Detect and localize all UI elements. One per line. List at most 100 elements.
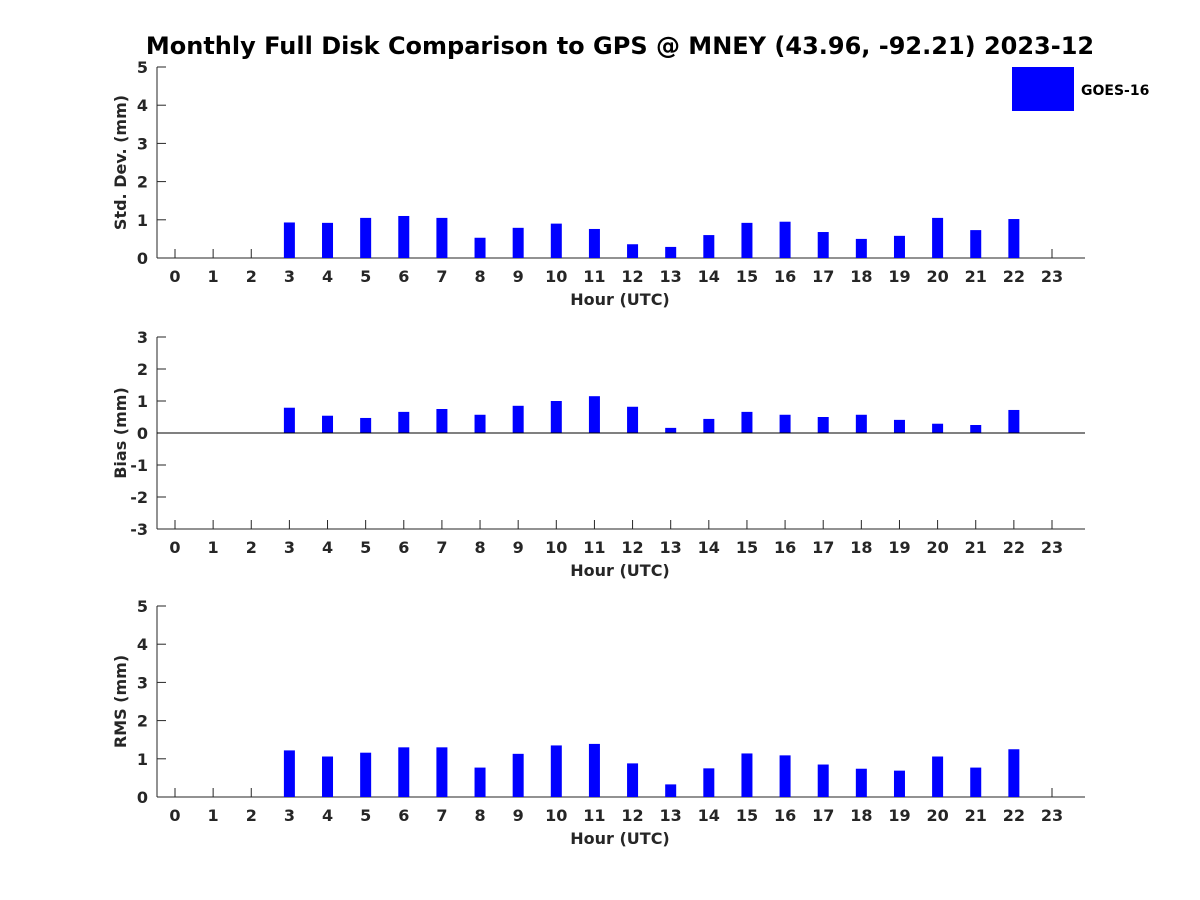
x-tick-label: 18: [850, 538, 872, 557]
y-tick-label: 1: [137, 750, 148, 769]
x-tick-label: 12: [621, 806, 643, 825]
y-tick-label: -1: [130, 456, 148, 475]
bar: [283, 222, 295, 258]
bar: [703, 768, 715, 797]
legend-label: GOES-16: [1081, 83, 1149, 99]
bar: [1008, 749, 1020, 797]
bar: [322, 222, 334, 258]
bar: [703, 418, 715, 433]
x-tick-label: 14: [698, 806, 720, 825]
y-tick-label: 3: [137, 673, 148, 692]
x-tick-label: 13: [660, 538, 682, 557]
bar: [360, 752, 372, 797]
x-tick-label: 4: [322, 806, 333, 825]
y-axis-label: RMS (mm): [111, 655, 130, 748]
bar: [627, 244, 639, 258]
x-tick-label: 2: [246, 538, 257, 557]
bar: [588, 228, 600, 258]
x-tick-label: 5: [360, 267, 371, 286]
x-tick-label: 3: [284, 806, 295, 825]
x-tick-label: 21: [965, 806, 987, 825]
bar: [970, 230, 982, 258]
bar: [588, 743, 600, 797]
bar: [779, 221, 791, 258]
bar: [855, 238, 867, 258]
y-tick-label: 3: [137, 134, 148, 153]
x-tick-label: 0: [169, 806, 180, 825]
x-tick-label: 22: [1003, 806, 1025, 825]
x-tick-label: 16: [774, 267, 796, 286]
bar: [474, 414, 486, 433]
x-tick-label: 6: [398, 267, 409, 286]
bar: [855, 414, 867, 433]
bar: [741, 411, 753, 433]
x-tick-label: 18: [850, 267, 872, 286]
bar: [627, 406, 639, 433]
bar: [703, 235, 715, 258]
bar: [893, 419, 905, 433]
x-tick-label: 14: [698, 538, 720, 557]
x-tick-label: 22: [1003, 267, 1025, 286]
x-tick-label: 19: [888, 806, 910, 825]
y-tick-label: -3: [130, 520, 148, 539]
y-tick-label: 0: [137, 249, 148, 268]
x-tick-label: 9: [513, 538, 524, 557]
bar: [665, 784, 677, 797]
x-tick-label: 0: [169, 267, 180, 286]
x-tick-label: 21: [965, 267, 987, 286]
x-tick-label: 6: [398, 806, 409, 825]
y-tick-label: 2: [137, 360, 148, 379]
bar: [855, 768, 867, 797]
x-tick-label: 11: [583, 538, 605, 557]
y-axis-label: Bias (mm): [111, 387, 130, 479]
bar: [932, 423, 944, 433]
bar: [893, 235, 905, 258]
x-axis-label: Hour (UTC): [570, 561, 670, 580]
y-axis-label: Std. Dev. (mm): [111, 95, 130, 230]
x-tick-label: 0: [169, 538, 180, 557]
bar: [817, 417, 829, 433]
x-tick-label: 3: [284, 267, 295, 286]
x-tick-label: 1: [208, 267, 219, 286]
y-tick-label: 1: [137, 392, 148, 411]
bar: [360, 417, 372, 433]
y-tick-label: 2: [137, 173, 148, 192]
x-tick-label: 9: [513, 267, 524, 286]
y-tick-label: -2: [130, 488, 148, 507]
bar: [436, 409, 448, 433]
y-tick-label: 0: [137, 424, 148, 443]
bar: [1008, 219, 1020, 258]
bar: [398, 411, 410, 433]
x-tick-label: 8: [474, 267, 485, 286]
y-tick-label: 1: [137, 211, 148, 230]
x-tick-label: 5: [360, 538, 371, 557]
bar: [741, 753, 753, 797]
x-tick-label: 12: [621, 267, 643, 286]
x-tick-label: 23: [1041, 538, 1063, 557]
x-tick-label: 11: [583, 267, 605, 286]
bar: [588, 396, 600, 433]
bar: [322, 415, 334, 433]
bar: [932, 217, 944, 258]
bar: [512, 405, 524, 433]
x-axis-label: Hour (UTC): [570, 829, 670, 848]
x-tick-label: 8: [474, 806, 485, 825]
x-axis-label: Hour (UTC): [570, 290, 670, 309]
bar: [436, 217, 448, 258]
x-tick-label: 10: [545, 806, 567, 825]
bar: [474, 767, 486, 797]
y-tick-label: 5: [137, 58, 148, 77]
bar: [817, 232, 829, 258]
x-tick-label: 16: [774, 806, 796, 825]
x-tick-label: 7: [436, 538, 447, 557]
x-tick-label: 15: [736, 806, 758, 825]
y-tick-label: 3: [137, 328, 148, 347]
x-tick-label: 9: [513, 806, 524, 825]
y-tick-label: 2: [137, 712, 148, 731]
x-tick-label: 17: [812, 538, 834, 557]
x-tick-label: 23: [1041, 267, 1063, 286]
bar: [322, 756, 334, 797]
x-tick-label: 20: [926, 267, 948, 286]
x-tick-label: 6: [398, 538, 409, 557]
